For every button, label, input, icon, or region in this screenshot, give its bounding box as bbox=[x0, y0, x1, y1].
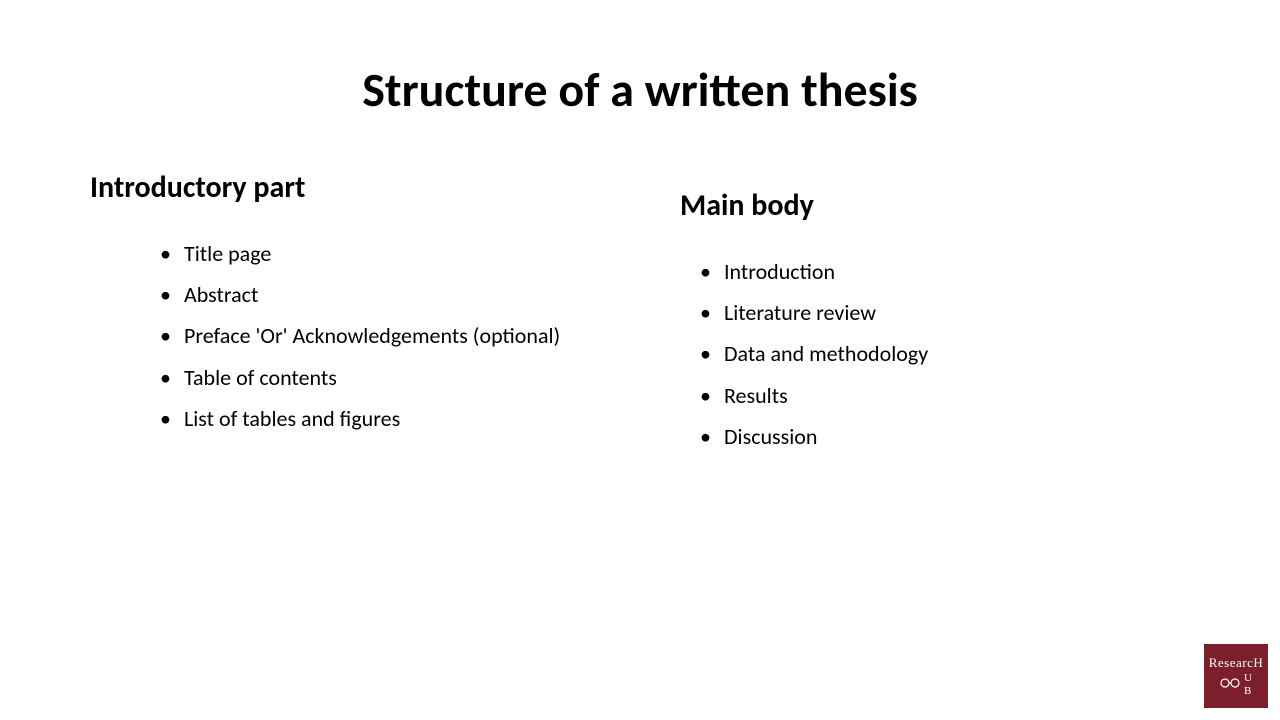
logo-ub: U B bbox=[1244, 673, 1252, 697]
researchhub-logo: ResearcH U B bbox=[1204, 644, 1268, 708]
mainbody-list: Introduction Literature review Data and … bbox=[660, 254, 1190, 454]
list-item: Introduction bbox=[700, 254, 1190, 289]
intro-heading: Introductory part bbox=[90, 169, 620, 206]
list-item: Data and methodology bbox=[700, 336, 1190, 371]
intro-list: Title page Abstract Preface 'Or' Acknowl… bbox=[90, 236, 620, 436]
left-column: Introductory part Title page Abstract Pr… bbox=[90, 169, 620, 460]
slide-title: Structure of a written thesis bbox=[0, 0, 1280, 169]
list-item: Preface 'Or' Acknowledgements (optional) bbox=[160, 318, 620, 353]
content-area: Introductory part Title page Abstract Pr… bbox=[0, 169, 1280, 460]
right-column: Main body Introduction Literature review… bbox=[660, 169, 1190, 460]
glasses-icon bbox=[1220, 678, 1240, 692]
list-item: Results bbox=[700, 378, 1190, 413]
list-item: Title page bbox=[160, 236, 620, 271]
logo-b: B bbox=[1244, 686, 1252, 697]
list-item: Abstract bbox=[160, 277, 620, 312]
list-item: List of tables and figures bbox=[160, 401, 620, 436]
list-item: Literature review bbox=[700, 295, 1190, 330]
list-item: Table of contents bbox=[160, 360, 620, 395]
logo-u: U bbox=[1244, 673, 1252, 684]
logo-text-top: ResearcH bbox=[1209, 656, 1264, 669]
list-item: Discussion bbox=[700, 419, 1190, 454]
logo-bottom-row: U B bbox=[1220, 673, 1252, 697]
mainbody-heading: Main body bbox=[680, 187, 1190, 224]
